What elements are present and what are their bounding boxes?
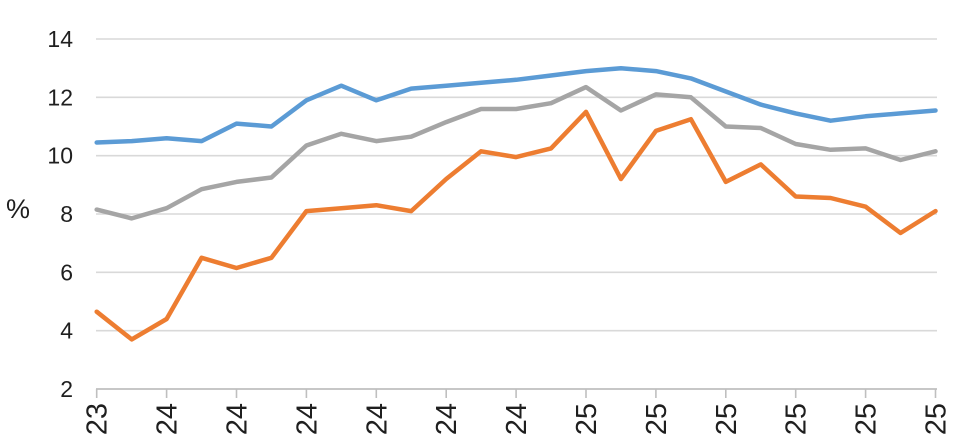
y-tick-label: 8	[60, 201, 73, 227]
x-tick-label: 24	[222, 403, 254, 435]
x-tick-label: 25	[921, 403, 953, 435]
y-tick-label: 10	[47, 143, 73, 169]
y-tick-label: 12	[47, 84, 73, 110]
series-line-blue	[94, 65, 938, 145]
x-tick-label: 25	[781, 403, 813, 435]
y-axis-title: %	[6, 194, 31, 224]
x-tick-label: 24	[501, 403, 533, 435]
x-tick-label: 25	[851, 403, 883, 435]
x-tick-label: 23	[82, 403, 114, 435]
x-tick-label: 25	[641, 403, 673, 435]
x-tick-label: 25	[571, 403, 603, 435]
y-tick-label: 4	[60, 318, 73, 344]
x-tick-label: 24	[291, 403, 323, 435]
y-tick-label: 6	[60, 259, 73, 285]
x-tick-label: 25	[711, 403, 743, 435]
series-line-gray	[94, 84, 938, 221]
x-tick-label: 24	[152, 403, 184, 435]
x-tick-label: 24	[431, 403, 463, 435]
y-tick-label: 14	[47, 26, 73, 52]
series-line-orange	[94, 109, 938, 342]
y-tick-label: 2	[60, 376, 73, 402]
x-tick-label: 24	[361, 403, 393, 435]
